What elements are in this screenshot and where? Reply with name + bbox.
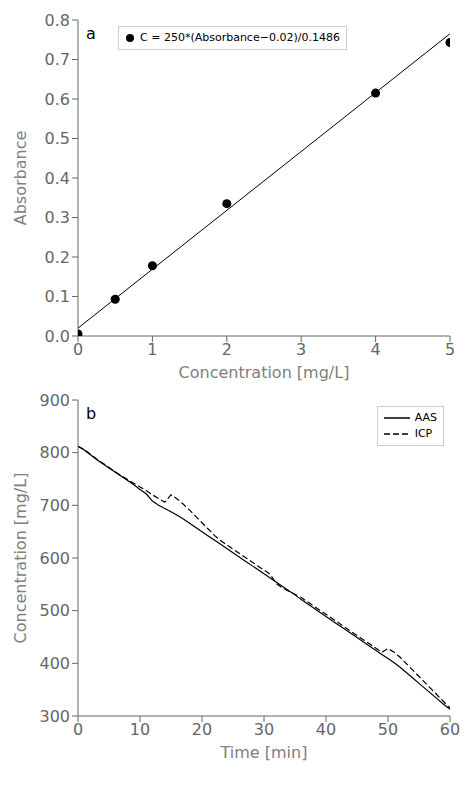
svg-text:20: 20 bbox=[192, 720, 212, 739]
svg-text:0: 0 bbox=[73, 720, 83, 739]
svg-text:0.6: 0.6 bbox=[45, 90, 70, 109]
html-text:ICP: ICP bbox=[414, 427, 433, 440]
svg-text:0.8: 0.8 bbox=[45, 11, 70, 30]
svg-text:700: 700 bbox=[39, 496, 70, 515]
html-text:AAS: AAS bbox=[414, 411, 437, 424]
svg-text:0.5: 0.5 bbox=[45, 129, 70, 148]
svg-text:0.2: 0.2 bbox=[45, 248, 70, 267]
svg-text:0.1: 0.1 bbox=[45, 287, 70, 306]
svg-text:800: 800 bbox=[39, 443, 70, 462]
svg-text:500: 500 bbox=[39, 601, 70, 620]
svg-text:3: 3 bbox=[296, 340, 306, 359]
svg-text:Concentration [mg/L]: Concentration [mg/L] bbox=[179, 363, 350, 382]
svg-text:40: 40 bbox=[316, 720, 336, 739]
svg-text:0.4: 0.4 bbox=[45, 169, 70, 188]
svg-text:600: 600 bbox=[39, 549, 70, 568]
svg-text:0: 0 bbox=[73, 340, 83, 359]
svg-text:Concentration [mg/L]: Concentration [mg/L] bbox=[11, 473, 30, 644]
svg-text:Time [min]: Time [min] bbox=[220, 743, 308, 762]
svg-text:0.0: 0.0 bbox=[45, 327, 70, 346]
svg-text:50: 50 bbox=[378, 720, 398, 739]
html-text:C = 250*(Absorbance−0.02)/0.14: C = 250*(Absorbance−0.02)/0.1486 bbox=[140, 31, 340, 44]
html-text:b: b bbox=[86, 404, 97, 423]
svg-text:2: 2 bbox=[222, 340, 232, 359]
svg-text:0.3: 0.3 bbox=[45, 208, 70, 227]
svg-text:60: 60 bbox=[440, 720, 460, 739]
svg-text:4: 4 bbox=[371, 340, 381, 359]
html-text:a: a bbox=[86, 24, 96, 43]
svg-text:300: 300 bbox=[39, 707, 70, 726]
svg-text:900: 900 bbox=[39, 391, 70, 410]
svg-text:0.7: 0.7 bbox=[45, 50, 70, 69]
svg-text:1: 1 bbox=[147, 340, 157, 359]
svg-text:30: 30 bbox=[254, 720, 274, 739]
svg-text:5: 5 bbox=[445, 340, 455, 359]
svg-text:Absorbance: Absorbance bbox=[11, 131, 30, 226]
svg-text:10: 10 bbox=[130, 720, 150, 739]
svg-text:400: 400 bbox=[39, 654, 70, 673]
